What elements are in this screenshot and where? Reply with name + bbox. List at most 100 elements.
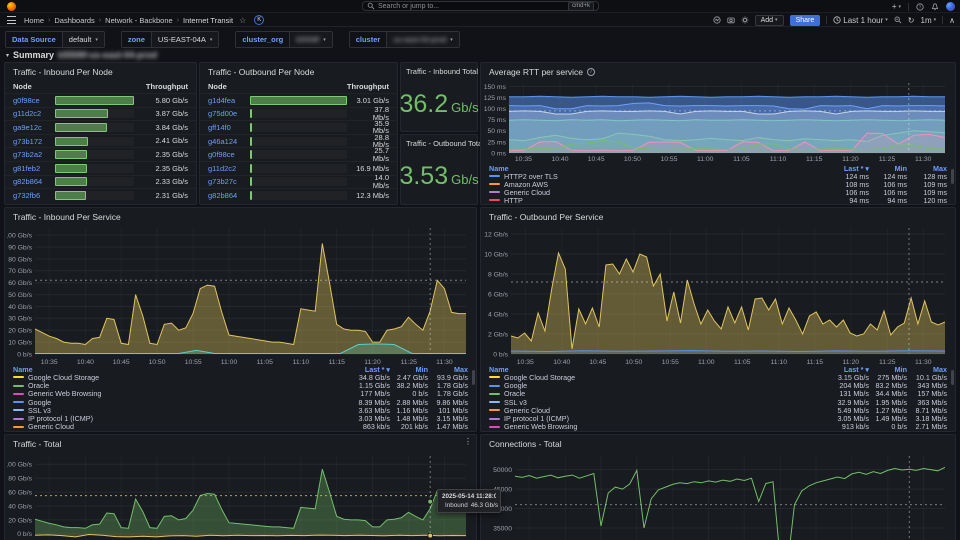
- node-table: g0f98ce5.80 Gb/sg11d2c23.87 Gb/sga9e12c3…: [5, 93, 196, 202]
- table-row: g1d4fea3.01 Gb/s: [200, 93, 397, 107]
- rtt-chart[interactable]: 0 ms25 ms50 ms75 ms100 ms125 ms150 ms10:…: [483, 79, 953, 163]
- traffic-total-chart[interactable]: -20 Gb/s0 b/s20 Gb/s40 Gb/s60 Gb/s80 Gb/…: [7, 451, 474, 540]
- panel-title[interactable]: Traffic - Inbound Per Node: [5, 63, 196, 77]
- legend-item[interactable]: Generic Web Browsing: [489, 422, 821, 431]
- node-link[interactable]: g0f98ce: [13, 96, 55, 105]
- node-link[interactable]: g75d00e: [208, 109, 250, 118]
- svg-text:11:30: 11:30: [915, 156, 932, 163]
- variable-value-dropdown[interactable]: US-EAST-04A▾: [152, 32, 218, 47]
- node-link[interactable]: g11d2c2: [208, 164, 250, 173]
- panel-traffic-outbound-per-service: Traffic - Outbound Per Service 0 b/s2 Gb…: [480, 207, 956, 432]
- node-link[interactable]: g81feb2: [13, 164, 55, 173]
- kebab-menu-icon[interactable]: ⋮: [464, 437, 472, 446]
- row-title-suffix: b5508f-us-east-04-prod: [58, 50, 157, 60]
- avatar-badge[interactable]: K: [254, 15, 264, 25]
- node-link[interactable]: g1d4fea: [208, 96, 250, 105]
- variable-cluster-org: cluster_org b5508f▾: [235, 31, 332, 48]
- svg-text:30 Gb/s: 30 Gb/s: [8, 316, 32, 323]
- refresh-interval-picker[interactable]: 1m▾: [921, 16, 937, 25]
- variable-label: zone: [122, 32, 152, 47]
- node-link[interactable]: g73b172: [13, 137, 55, 146]
- node-link[interactable]: g46a124: [208, 137, 250, 146]
- dashboard-row-header[interactable]: ▾ Summary b5508f-us-east-04-prod: [6, 50, 157, 60]
- info-icon[interactable]: i: [587, 68, 595, 76]
- top-navbar: Search or jump to... cmd+k +▾ ?: [0, 0, 960, 13]
- panel-average-rtt: Average RTT per service i 0 ms25 ms50 ms…: [480, 62, 956, 205]
- search-input[interactable]: Search or jump to... cmd+k: [362, 1, 599, 11]
- panel-title[interactable]: Traffic - Inbound Total: [401, 63, 477, 76]
- panel-traffic-total: Traffic - Total ⋮ -20 Gb/s0 b/s20 Gb/s40…: [4, 434, 477, 540]
- gauge-fill: [250, 123, 252, 132]
- panel-traffic-outbound-total: Traffic - Outbound Total 3.53 Gb/s: [400, 134, 478, 205]
- panel-title[interactable]: Traffic - Outbound Total: [401, 135, 477, 148]
- variable-value-dropdown[interactable]: us-east-04-prod▾: [387, 32, 458, 47]
- svg-text:70 Gb/s: 70 Gb/s: [8, 268, 32, 275]
- node-link[interactable]: gff14f0: [208, 123, 250, 132]
- node-link[interactable]: g0f98ce: [208, 150, 250, 159]
- breadcrumb-home[interactable]: Home: [24, 16, 44, 25]
- settings-gear-icon[interactable]: [741, 16, 749, 24]
- table-row: ga9e12c3.84 Gb/s: [5, 120, 196, 134]
- throughput-value: 14.0 Mb/s: [353, 174, 389, 189]
- variable-value-dropdown[interactable]: default▾: [63, 32, 104, 47]
- divider: [826, 16, 827, 24]
- outbound-per-service-chart[interactable]: 0 b/s2 Gb/s4 Gb/s6 Gb/s8 Gb/s10 Gb/s12 G…: [483, 223, 953, 366]
- throughput-gauge: [250, 109, 347, 118]
- gauge-fill: [250, 177, 252, 186]
- column-node[interactable]: Node: [208, 82, 227, 91]
- user-avatar[interactable]: [946, 2, 955, 11]
- panel-title[interactable]: Average RTT per service i: [481, 63, 955, 77]
- svg-text:50 ms: 50 ms: [487, 128, 506, 135]
- series-color-dash: [13, 376, 24, 378]
- gauge-fill: [250, 150, 252, 159]
- column-throughput[interactable]: Throughput: [146, 82, 188, 91]
- node-link[interactable]: g732fb6: [13, 191, 55, 200]
- series-color-dash: [489, 418, 500, 420]
- panel-title[interactable]: Traffic - Inbound Per Service: [5, 208, 476, 222]
- inbound-per-service-chart[interactable]: 0 b/s10 Gb/s20 Gb/s30 Gb/s40 Gb/s50 Gb/s…: [7, 223, 474, 366]
- insights-icon[interactable]: [713, 16, 721, 24]
- panel-title[interactable]: Traffic - Total: [5, 435, 476, 449]
- series-color-dash: [13, 393, 24, 395]
- legend-scrollbar[interactable]: [472, 370, 475, 385]
- new-menu-button[interactable]: +▾: [892, 2, 901, 11]
- menu-hamburger-icon[interactable]: [7, 16, 16, 24]
- column-throughput[interactable]: Throughput: [347, 82, 389, 91]
- grafana-logo-icon[interactable]: [7, 2, 16, 11]
- add-button[interactable]: Add▾: [755, 15, 784, 26]
- column-node[interactable]: Node: [13, 82, 32, 91]
- legend-scrollbar[interactable]: [951, 370, 954, 385]
- time-range-picker[interactable]: Last 1 hour▾: [833, 16, 888, 25]
- help-icon[interactable]: ?: [916, 3, 924, 11]
- connections-total-chart[interactable]: 3000035000400004500050000: [483, 451, 953, 540]
- breadcrumb-folder[interactable]: Network - Backbone: [105, 16, 173, 25]
- share-button[interactable]: Share: [790, 15, 821, 26]
- svg-text:10:50: 10:50: [624, 156, 641, 163]
- search-placeholder: Search or jump to...: [378, 3, 565, 10]
- panel-title[interactable]: Traffic - Outbound Per Node: [200, 63, 397, 77]
- node-link[interactable]: g73b2a2: [13, 150, 55, 159]
- legend-item[interactable]: HTTP: [489, 196, 821, 205]
- svg-text:11:20: 11:20: [842, 156, 859, 163]
- notifications-bell-icon[interactable]: [931, 3, 939, 11]
- variable-zone: zone US-EAST-04A▾: [121, 31, 220, 48]
- node-link[interactable]: g82b864: [208, 191, 250, 200]
- panel-title[interactable]: Traffic - Outbound Per Service: [481, 208, 955, 222]
- panel-title[interactable]: Connections - Total: [481, 435, 955, 449]
- star-icon[interactable]: ☆: [239, 16, 246, 25]
- snapshot-icon[interactable]: [727, 16, 735, 24]
- dashboard-toolbar: Home › Dashboards › Network - Backbone ›…: [0, 13, 960, 27]
- legend-value: 913 kb/s: [821, 422, 869, 431]
- breadcrumb-dashboards[interactable]: Dashboards: [54, 16, 94, 25]
- legend-item[interactable]: Generic Cloud: [13, 422, 342, 431]
- node-link[interactable]: g82b864: [13, 177, 55, 186]
- legend-scrollbar[interactable]: [951, 169, 954, 184]
- node-link[interactable]: g73b27c: [208, 177, 250, 186]
- collapse-toolbar-icon[interactable]: ∧: [949, 16, 955, 25]
- gauge-fill: [55, 150, 87, 159]
- variable-value-dropdown[interactable]: b5508f▾: [290, 32, 331, 47]
- node-link[interactable]: g11d2c2: [13, 109, 55, 118]
- refresh-button[interactable]: ↻: [908, 16, 915, 25]
- zoom-out-icon[interactable]: [894, 16, 902, 24]
- node-link[interactable]: ga9e12c: [13, 123, 55, 132]
